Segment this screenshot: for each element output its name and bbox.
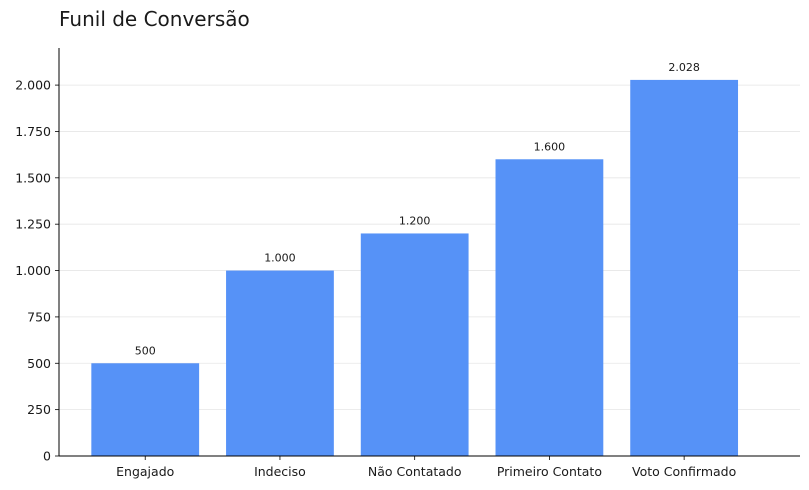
y-tick-label: 1.000 <box>15 263 51 278</box>
y-tick-label: 500 <box>27 356 51 371</box>
bar <box>360 233 469 456</box>
labels: 0 250 500 750 1.000 1.250 1.500 1.750 2.000 500 En… <box>15 61 736 479</box>
bar-value-label: 2.028 <box>668 61 700 74</box>
y-tick-label: 1.250 <box>15 217 51 232</box>
bar <box>495 159 604 457</box>
x-tick-label: Não Contatado <box>368 464 462 479</box>
y-tick-label: 250 <box>27 402 51 417</box>
y-tick-label: 2.000 <box>15 78 51 93</box>
bar <box>91 363 200 456</box>
y-tick-label: 1.750 <box>15 124 51 139</box>
axes <box>55 48 800 460</box>
x-tick-label: Indeciso <box>254 464 306 479</box>
y-tick-label: 1.500 <box>15 170 51 185</box>
y-tick-label: 0 <box>43 449 51 464</box>
bar <box>630 79 739 456</box>
x-tick-label: Primeiro Contato <box>497 464 602 479</box>
y-tick-label: 750 <box>27 309 51 324</box>
bar <box>226 270 334 456</box>
x-tick-label: Voto Confirmado <box>632 464 736 479</box>
bar-value-label: 1.600 <box>534 140 566 153</box>
bar-value-label: 1.200 <box>399 214 431 227</box>
bar-value-label: 500 <box>135 344 156 357</box>
chart-title: Funil de Conversão <box>59 7 250 31</box>
bar-value-label: 1.000 <box>264 252 296 265</box>
x-tick-label: Engajado <box>116 464 174 479</box>
bars <box>91 79 739 457</box>
